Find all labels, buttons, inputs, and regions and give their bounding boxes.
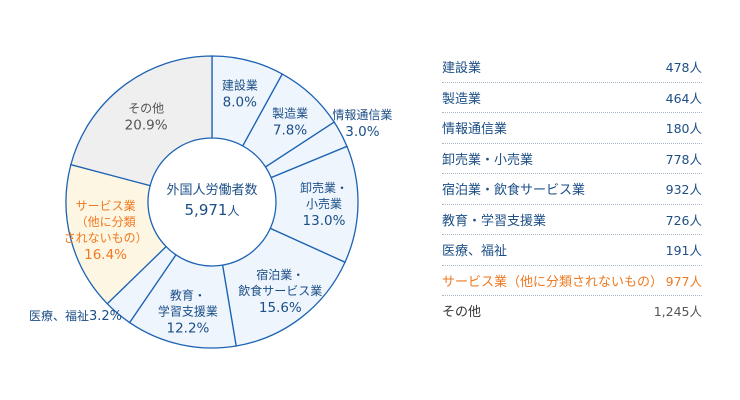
donut-center: 外国人労働者数 5,971人 [166,183,257,219]
slice-label: 医療、福祉3.2% [29,308,122,324]
legend-row: 建設業 478人 [442,52,702,83]
legend-row: 卸売業・小売業 778人 [442,144,702,174]
legend-label: 教育・学習支援業 [442,213,547,229]
donut-slice [221,227,346,347]
legend-table: 建設業 478人 製造業 464人 情報通信業 180人 卸売業・小売業 778人 宿泊… [442,52,702,326]
legend-value: 464人 [665,90,702,106]
legend-value: 932人 [665,182,702,198]
slice-label-name: 製造業 [272,107,308,121]
donut-slice [70,55,213,187]
slice-label-name: 小売業 [306,196,342,211]
legend-label: 卸売業・小売業 [442,152,534,168]
slice-label: 教育・学習支援業 12.2% [158,287,218,336]
center-total: 5,971人 [185,201,240,219]
slice-label-percent: 8.0% [223,95,257,111]
legend-label: 製造業 [442,91,482,107]
legend-row-highlight: サービス業（他に分類されないもの） 977人 [442,266,702,296]
slice-label-percent: 20.9% [125,117,168,133]
legend-value: 1,245人 [653,304,702,320]
slice-label-name: （他に分類 [76,215,136,229]
legend-label: 医療、福祉 [442,244,508,260]
slice-label: その他 20.9% [125,101,168,133]
slice-label: サービス業 （他に分類されないもの） 16.4% [64,199,148,263]
legend-label: 建設業 [442,61,482,77]
slice-label-name: されないもの） [64,231,148,245]
donut-slices [65,55,359,349]
legend-label: 情報通信業 [442,122,508,138]
slice-label-name: 学習支援業 [158,303,218,318]
legend-value: 191人 [665,243,702,259]
center-total-value: 5,971 [185,201,228,219]
legend-label: その他 [442,305,482,321]
legend-value: 180人 [665,121,702,137]
slice-label-percent: 7.8% [273,123,307,139]
slice-label-percent: 13.0% [303,213,346,229]
legend-row: 教育・学習支援業 726人 [442,205,702,235]
slice-label-percent: 12.2% [166,320,209,336]
slice-label-name: 医療、福祉 [29,308,89,323]
slice-label: 卸売業・小売業 13.0% [300,180,348,229]
slice-label-percent: 3.0% [345,124,379,140]
slice-label-text: 医療、福祉3.2% [29,308,122,324]
legend-value: 726人 [665,212,702,228]
slice-label-percent: 16.4% [84,247,127,263]
slice-label: 宿泊業・飲食サービス業 15.6% [238,267,322,316]
legend-value: 478人 [665,60,702,76]
slice-label-name: 教育・ [170,287,206,302]
legend-value: 977人 [665,273,702,289]
legend-label: 宿泊業・飲食サービス業 [442,183,586,199]
slice-label-name: サービス業 [76,199,136,213]
slice-label: 製造業 7.8% [272,107,308,139]
donut-labels: 建設業 8.0% 製造業 7.8% 情報通信業 3.0% 卸売業・小売業 13.0% 宿泊業・飲… [29,78,392,337]
legend-row: 医療、福祉 191人 [442,235,702,266]
legend-row-other: その他 1,245人 [442,296,702,326]
legend-row: 情報通信業 180人 [442,113,702,144]
donut-chart: 建設業 8.0% 製造業 7.8% 情報通信業 3.0% 卸売業・小売業 13.0% 宿泊業・飲… [29,55,392,349]
slice-label-percent: 15.6% [259,300,302,316]
slice-label: 建設業 8.0% [222,78,258,111]
slice-label-name: その他 [128,101,164,115]
center-title: 外国人労働者数 [166,183,257,198]
legend-row: 宿泊業・飲食サービス業 932人 [442,174,702,205]
slice-label-name: 宿泊業・ [256,267,304,282]
slice-label-name: 建設業 [222,78,258,93]
legend-label: サービス業（他に分類されないもの） [442,274,664,290]
slice-label: 情報通信業 3.0% [332,108,392,140]
center-total-unit: 人 [227,204,239,218]
slice-label-name: 情報通信業 [332,108,392,122]
slice-label-name: 飲食サービス業 [238,283,322,298]
donut-slice [65,163,167,305]
legend-value: 778人 [665,151,702,167]
legend-row: 製造業 464人 [442,83,702,113]
slice-label-name: 卸売業・ [300,180,348,195]
slice-label-percent: 3.2% [89,309,122,324]
